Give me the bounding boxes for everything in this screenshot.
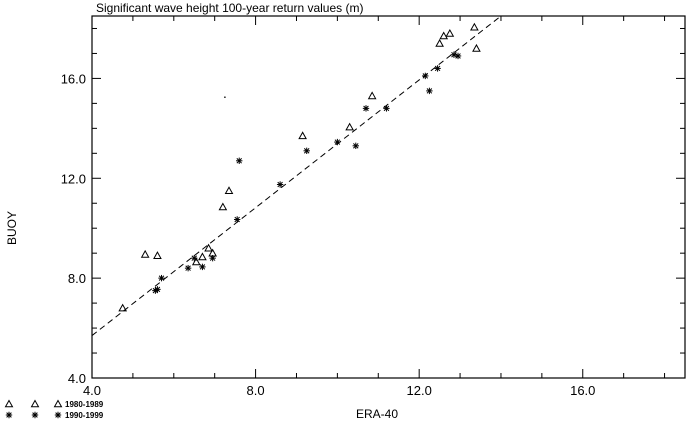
triangle-point (470, 22, 479, 31)
asterisk-point (383, 105, 390, 112)
triangle-point (224, 186, 234, 195)
asterisk-point (199, 263, 206, 271)
triangle-point (298, 131, 307, 140)
triangle-point (472, 43, 481, 52)
triangle-point (204, 243, 213, 252)
asterisk-point (233, 216, 241, 223)
triangle-point (4, 399, 14, 408)
asterisk-point (362, 105, 370, 112)
triangle-point (439, 31, 449, 40)
x-tick-label: 16.0 (570, 383, 595, 398)
asterisk-point (434, 65, 441, 72)
y-tick-label: 8.0 (68, 271, 86, 286)
y-tick-label: 12.0 (61, 171, 86, 186)
fit-line-group (91, 15, 502, 336)
triangle-point (53, 399, 63, 408)
x-tick-label: 12.0 (407, 383, 432, 398)
asterisk-point (352, 142, 359, 150)
triangle-point (153, 251, 162, 259)
y-tick-label: 4.0 (68, 371, 86, 386)
triangle-point (435, 38, 444, 47)
asterisk-point (191, 254, 198, 262)
triangle-point (345, 122, 354, 131)
asterisk-point (5, 411, 13, 419)
x-axis-label: ERA-40 (356, 407, 398, 421)
asterisk-point (276, 181, 284, 188)
triangle-point (118, 303, 128, 312)
y-tick-label: 16.0 (61, 71, 86, 86)
legend-label: 1990-1999 (65, 411, 104, 420)
asterisk-point (54, 411, 62, 419)
asterisk-point (422, 72, 429, 80)
plot-frame (91, 15, 686, 379)
data-points (118, 22, 481, 312)
asterisk-point (303, 147, 310, 155)
asterisk-point (31, 411, 39, 419)
asterisk-point (184, 264, 192, 272)
triangle-point (218, 202, 228, 211)
triangle-point (30, 399, 40, 408)
y-axis-label: BUOY (5, 211, 19, 245)
triangle-point (445, 28, 455, 37)
triangle-point (140, 249, 150, 258)
asterisk-point (236, 157, 243, 164)
triangle-point (367, 91, 377, 100)
legend: 1980-1989 1990-1999 (4, 399, 104, 420)
axis-ticks: 4.0 8.0 12.0 16.0 4.0 8.0 12.0 16.0 (61, 16, 685, 398)
asterisk-point (209, 254, 216, 262)
chart-title: Significant wave height 100-year return … (96, 1, 363, 15)
asterisk-point (426, 87, 433, 95)
stray-dot (224, 96, 226, 98)
x-tick-label: 8.0 (247, 383, 265, 398)
fit-line (91, 15, 502, 336)
asterisk-point (334, 138, 341, 146)
asterisk-point (158, 274, 165, 282)
x-tick-label: 4.0 (83, 383, 101, 398)
triangle-point (191, 257, 201, 266)
legend-label: 1980-1989 (65, 400, 104, 409)
triangle-point (198, 252, 207, 261)
asterisk-point (154, 286, 161, 293)
asterisk-point (454, 52, 462, 60)
